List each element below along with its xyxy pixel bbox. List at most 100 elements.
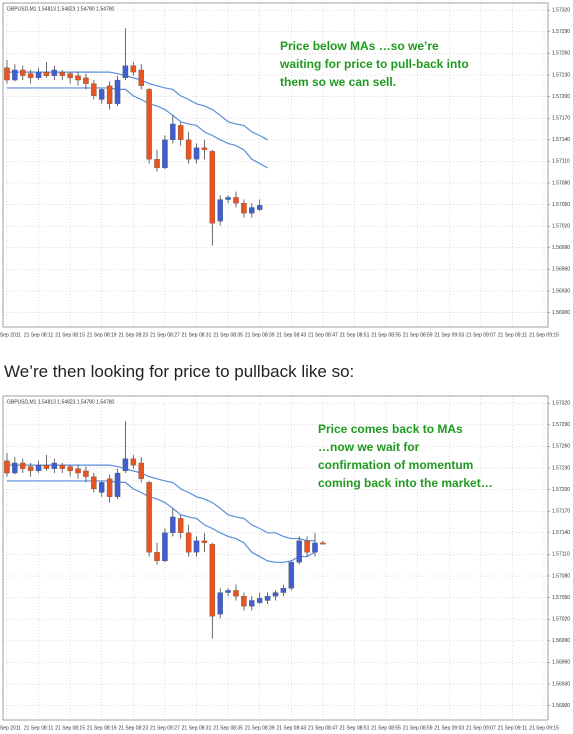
x-tick-label: 21 Sep 09:15 [529,725,559,731]
candle-body [264,596,271,601]
candle-body [177,125,184,140]
x-tick-label: 21 Sep 08:27 [150,725,180,731]
x-tick-label: 21 Sep 08:43 [276,332,306,338]
x-tick-label: 21 Sep 09:11 [498,725,528,731]
candle-body [193,540,200,553]
x-tick-label: 21 Sep 08:15 [55,725,85,731]
y-tick-label: 1.57170 [552,116,570,122]
y-tick-label: 1.56930 [552,288,570,294]
candle-body [98,89,105,100]
candle-body [162,532,168,562]
x-tick-label: 21 Sep 08:55 [371,332,401,338]
moving-average [6,87,268,169]
candle-body [193,147,200,160]
x-tick-label: 21 Sep 08:55 [371,725,401,731]
y-tick-label: 1.57200 [552,94,570,100]
candle-body [146,89,152,160]
chart: 1.57320 1.57290 1.57260 1.57230 1.57200 1.571… [0,395,570,731]
candle-body [114,79,121,104]
x-tick-label: 21 Sep 09:03 [434,332,464,338]
x-tick-label: 21 Sep 08:23 [118,725,148,731]
candle-body [241,203,247,214]
x-tick-label: 21 Sep 09:03 [434,725,464,731]
chart-header: GBPUSD,M1 1.54813 1.54823 1.54780 1.5478… [7,6,115,12]
caption: We’re then looking for price to pullback… [4,362,354,381]
x-tick-label: 21 Sep 08:19 [87,332,117,338]
x-tick-label: 21 Sep 08:11 [24,332,54,338]
annotation: Price below MAs …so we’re [280,39,439,53]
annotation: coming back into the market… [318,476,493,490]
candle-body [154,159,160,169]
candle-body [35,464,42,472]
y-tick-label: 1.57020 [552,224,570,230]
candle-body [106,478,113,497]
x-tick-label: 21 Sep 08:43 [276,725,306,731]
y-tick-label: 1.57290 [552,29,570,35]
candle-body [201,540,208,544]
x-tick-label: 21 Sep 08:23 [118,332,148,338]
candle-body [122,458,129,472]
chart: 1.57320 1.57290 1.57260 1.57230 1.57200 1.571… [0,2,570,338]
candle-body [4,460,10,474]
candle-body [233,197,239,204]
candle-body [83,77,89,84]
y-tick-label: 1.57050 [552,202,570,208]
y-tick-label: 1.57320 [552,8,570,14]
annotation: confirmation of momentum [318,458,473,472]
y-tick-label: 1.57290 [552,422,570,428]
x-tick-label: 21 Sep 08:47 [308,332,338,338]
candle-body [209,544,216,617]
candle-body [114,472,121,497]
candle-body [43,71,50,76]
y-tick-label: 1.57320 [552,401,570,407]
annotation: waiting for price to pull-back into [279,57,469,71]
y-tick-label: 1.57080 [552,573,570,579]
x-tick-label: 21 Sep 2011 [0,332,21,338]
candle-body [162,139,168,169]
annotation: them so we can sell. [280,75,396,89]
annotation: Price comes back to MAs [318,422,463,436]
candle-body [256,205,263,210]
x-tick-label: 21 Sep 08:51 [340,725,370,731]
candle-body [320,542,326,545]
candle-body [35,71,42,79]
y-tick-label: 1.57200 [552,487,570,493]
y-tick-label: 1.57020 [552,617,570,623]
x-tick-label: 21 Sep 08:59 [403,725,433,731]
candle-body [4,67,10,81]
candle-body [83,470,89,477]
y-tick-label: 1.57080 [552,180,570,186]
candle-body [225,590,231,593]
candle-body [98,482,105,493]
x-tick-label: 21 Sep 08:51 [340,332,370,338]
y-tick-label: 1.57140 [552,530,570,536]
x-tick-label: 21 Sep 09:11 [498,332,528,338]
candle-body [19,69,26,76]
candle-body [177,518,184,533]
x-tick-label: 21 Sep 08:39 [245,725,275,731]
plot-frame [2,395,549,721]
x-tick-label: 21 Sep 08:59 [403,332,433,338]
moving-average [6,464,315,542]
y-tick-label: 1.57230 [552,72,570,78]
candle-body [249,207,255,214]
candle-body [154,552,160,562]
candle-body [12,462,18,474]
candle-body [67,466,73,472]
candle-body [91,476,97,490]
y-tick-label: 1.56930 [552,681,570,687]
candle-body [27,73,34,79]
candle-body [185,139,192,160]
x-tick-label: 21 Sep 09:07 [466,725,496,731]
candle-body [288,562,295,589]
y-tick-label: 1.56990 [552,638,570,644]
x-tick-label: 21 Sep 08:47 [308,725,338,731]
y-tick-label: 1.57140 [552,137,570,143]
candle-body [272,592,279,597]
candle-body [138,69,144,86]
candle-body [91,83,97,97]
candle-body [51,69,58,76]
candle-body [170,123,176,140]
candle-body [170,516,176,533]
